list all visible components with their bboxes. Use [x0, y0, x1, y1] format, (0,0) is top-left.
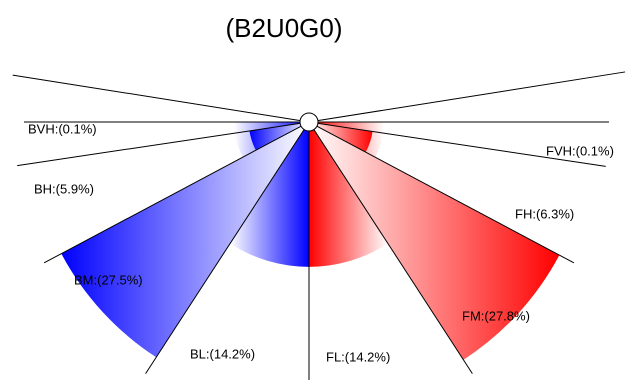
sector-label: BL:(14.2%)	[190, 346, 255, 361]
axis-line	[308, 121, 473, 374]
sector	[309, 122, 388, 267]
sector	[309, 122, 560, 360]
chart-title: (B2U0G0)	[225, 13, 342, 43]
axis-line	[145, 121, 310, 374]
sector-label: BH:(5.9%)	[34, 181, 94, 196]
axis-line	[308, 121, 575, 264]
sector	[61, 122, 310, 358]
sector-label: BVH:(0.1%)	[28, 121, 97, 136]
axis-line	[308, 71, 626, 123]
sector-label: FL:(14.2%)	[326, 349, 390, 364]
axis-line	[43, 121, 310, 264]
sector-label: FM:(27.8%)	[462, 308, 530, 323]
axis-line	[12, 74, 310, 123]
center-marker	[299, 112, 319, 132]
axis-line	[308, 121, 606, 167]
sector-label: FVH:(0.1%)	[546, 143, 614, 158]
axis-line	[17, 121, 310, 167]
sector	[230, 122, 309, 267]
sector-label: BM:(27.5%)	[74, 272, 143, 287]
sector-label: FH:(6.3%)	[515, 206, 574, 221]
